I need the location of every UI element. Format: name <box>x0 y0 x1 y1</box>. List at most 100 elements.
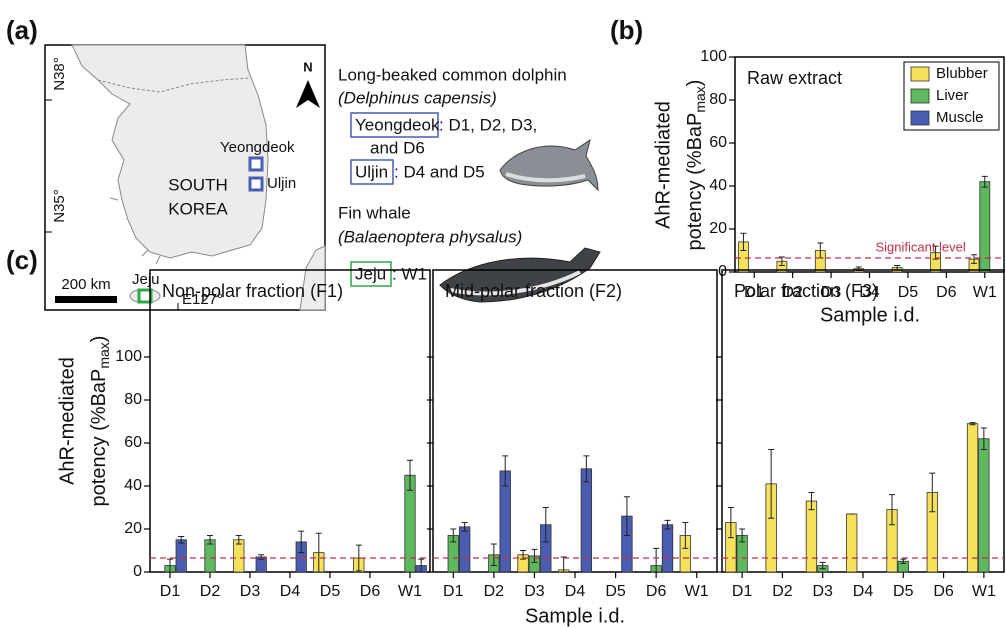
country-label: KOREA <box>168 199 228 218</box>
panel-label: (b) <box>610 15 643 45</box>
y-axis-label: potency (%BaPmax) <box>88 336 111 507</box>
species-name: Fin whale <box>338 203 411 222</box>
x-tick-label: D4 <box>565 583 586 600</box>
x-tick-label: D4 <box>853 583 874 600</box>
error-bar <box>653 547 660 573</box>
north-arrow <box>296 80 320 108</box>
error-bar <box>583 455 590 483</box>
panel-title: Non-polar fraction (F1) <box>162 281 343 301</box>
y-tick-label: 60 <box>124 434 142 451</box>
error-bar <box>889 494 896 526</box>
x-tick-label: D1 <box>744 284 765 301</box>
error-bar <box>315 532 322 573</box>
site-marker <box>248 176 264 192</box>
land <box>71 44 269 259</box>
legend-swatch <box>910 66 930 82</box>
y-tick-label: 80 <box>709 91 727 108</box>
error-bar <box>531 548 538 563</box>
x-tick-label: D1 <box>732 583 753 600</box>
bar <box>661 524 674 573</box>
legend-swatch <box>910 88 930 104</box>
y-axis-label: AhR-mediated <box>56 357 78 485</box>
x-tick-label: D2 <box>200 583 221 600</box>
x-tick-label: W1 <box>685 583 709 600</box>
bar <box>966 423 979 573</box>
x-tick-label: D6 <box>360 583 381 600</box>
error-bar <box>418 558 425 573</box>
error-bar <box>235 534 242 545</box>
error-bar <box>969 422 976 426</box>
x-tick-label: D2 <box>782 284 803 301</box>
y-axis-label-part: potency (%BaP <box>684 113 706 251</box>
error-bar <box>971 254 978 264</box>
north-label: N <box>303 59 312 74</box>
map: N38° N35° E127° SOUTH KOREA Yeongdeok Ul… <box>44 44 326 311</box>
error-bar <box>178 536 185 544</box>
y-tick-label: 100 <box>115 348 142 365</box>
y-tick-label: 20 <box>709 220 727 237</box>
error-bar <box>167 558 173 573</box>
site-box <box>350 261 392 287</box>
threshold-label: Significant level <box>875 239 965 254</box>
site-name: Yeongdeok <box>355 115 440 134</box>
bar <box>204 539 216 573</box>
panel-title: Polar fraction (F3) <box>734 281 878 301</box>
panel-title: Raw extract <box>747 68 842 88</box>
land <box>299 245 326 311</box>
y-tick-label: 80 <box>124 391 142 408</box>
sample-list: : W1 <box>392 264 427 283</box>
error-bar <box>298 530 305 554</box>
x-tick-label: D6 <box>646 583 667 600</box>
border <box>97 77 251 93</box>
y-tick-label: 40 <box>124 477 142 494</box>
x-tick-label: W1 <box>973 284 997 301</box>
site-box <box>350 112 439 138</box>
y-axis-label-part: ) <box>88 336 110 343</box>
y-axis-label-sub: max <box>96 342 112 368</box>
bar <box>458 526 471 573</box>
x-tick-label: D3 <box>240 583 261 600</box>
error-bar <box>542 507 549 543</box>
error-bar <box>929 472 936 513</box>
species-latin: (Balaenoptera physalus) <box>338 227 522 246</box>
site-label: Jeju <box>132 271 160 288</box>
x-tick-label: D2 <box>772 583 793 600</box>
panel-title: Mid-polar fraction (F2) <box>445 281 622 301</box>
error-bar <box>560 556 567 573</box>
bar <box>846 513 858 573</box>
scale-bar <box>55 296 117 303</box>
x-tick-label: D3 <box>524 583 545 600</box>
country-label: SOUTH <box>168 175 228 194</box>
dolphin-icon <box>499 138 599 192</box>
y-axis-label-part: ) <box>684 80 706 87</box>
x-tick-label: D6 <box>933 583 954 600</box>
error-bar <box>450 528 457 543</box>
x-tick-label: D5 <box>605 583 626 600</box>
sample-list: : D4 and D5 <box>394 162 485 181</box>
species-key: Long-beaked common dolphin (Delphinus ca… <box>338 65 601 303</box>
species-name: Long-beaked common dolphin <box>338 65 567 84</box>
error-bar <box>461 522 468 532</box>
whale-icon <box>439 247 601 303</box>
sample-list: : D1, D2, D3, <box>439 115 537 134</box>
x-tick-label: D1 <box>160 583 181 600</box>
error-bar <box>207 534 213 545</box>
legend-label: Liver <box>936 87 969 104</box>
y-axis-label-part: potency (%BaP <box>88 369 110 507</box>
site-name: Uljin <box>355 162 388 181</box>
y-axis-label: potency (%BaPmax) <box>684 80 707 251</box>
coast <box>109 197 161 265</box>
bar <box>805 500 818 573</box>
x-axis-label: Sample i.d. <box>820 304 920 326</box>
bar <box>233 539 245 573</box>
error-bar <box>407 459 413 491</box>
error-bar <box>900 558 907 564</box>
error-bar <box>981 175 988 188</box>
x-tick-label: W1 <box>398 583 422 600</box>
error-bar <box>490 543 497 567</box>
dolphin-icon <box>505 172 586 183</box>
bar <box>978 438 990 573</box>
error-bar <box>739 528 746 543</box>
error-bar <box>664 519 671 530</box>
